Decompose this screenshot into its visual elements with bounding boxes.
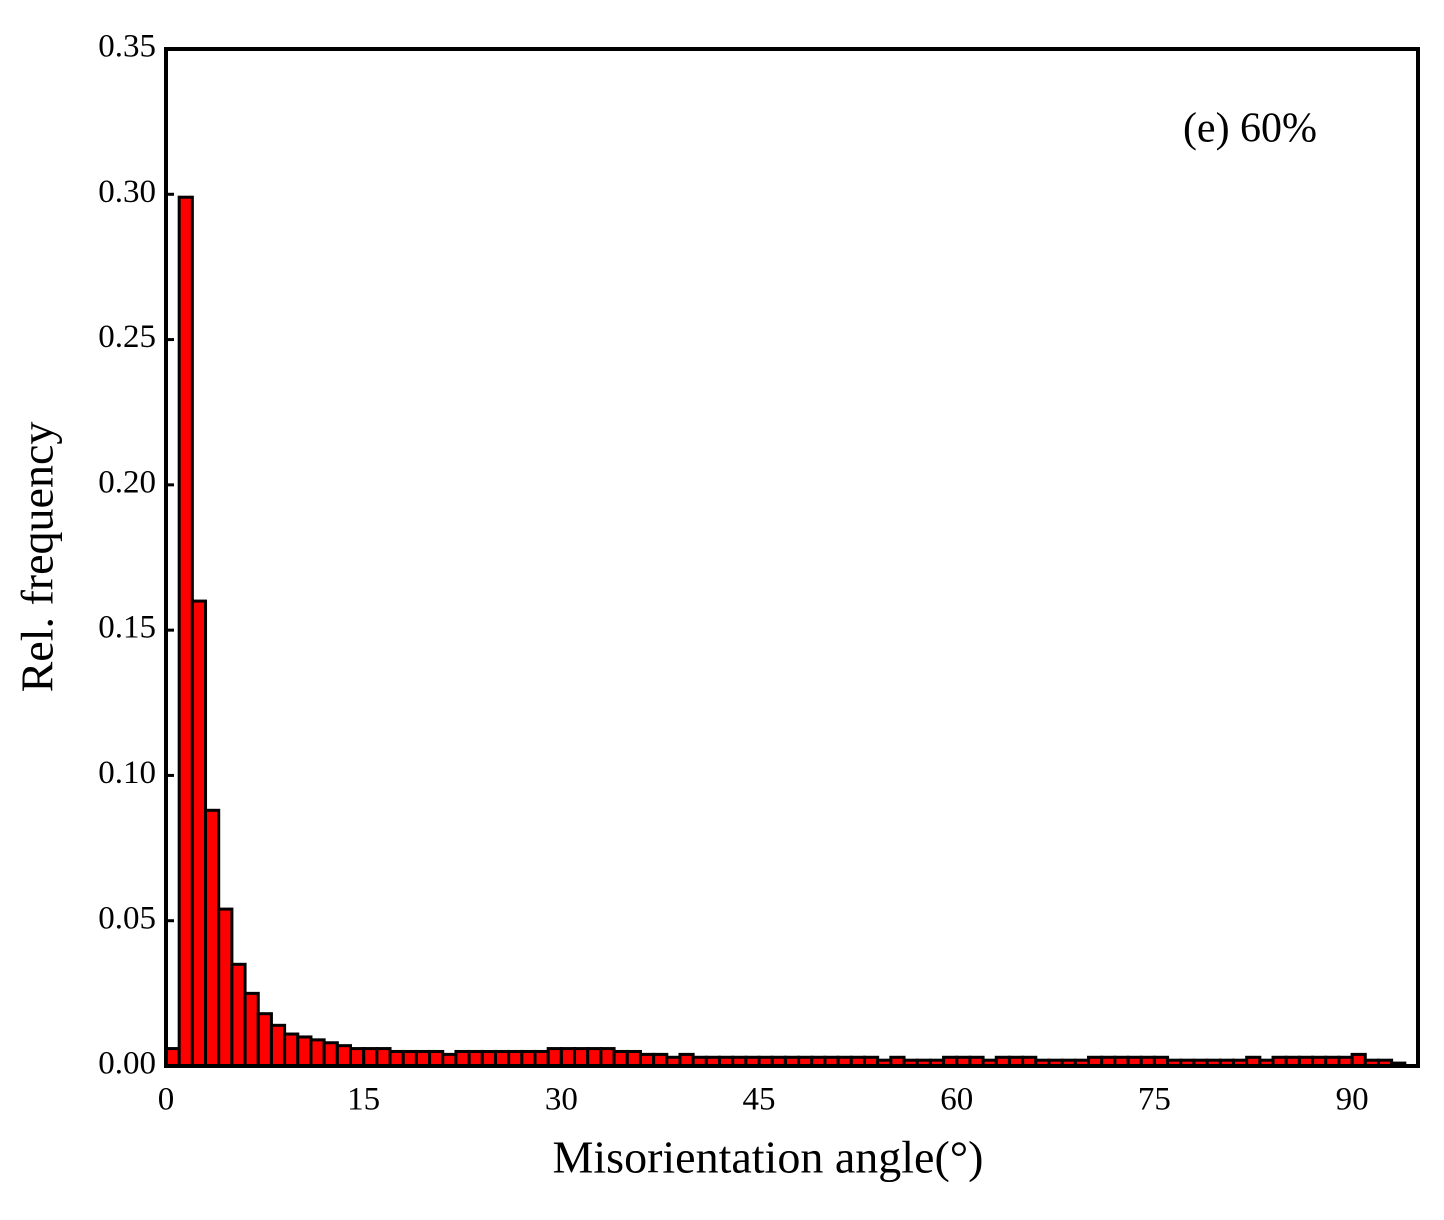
bar [362,1047,379,1068]
x-tick-label: 0 [158,1082,175,1118]
bar [401,1049,418,1068]
x-tick-label: 30 [545,1082,578,1118]
y-tick-label: 0.00 [98,1046,156,1082]
bar [256,1012,273,1068]
x-tick-label: 90 [1336,1082,1369,1118]
y-tick-label: 0.10 [98,755,156,791]
y-tick-label: 0.25 [98,319,156,355]
bar [322,1041,339,1068]
bar [559,1047,577,1068]
bar [269,1023,287,1068]
bar [388,1049,405,1068]
bar [573,1047,590,1068]
bar [493,1049,511,1068]
y-tick-label: 0.15 [98,610,156,646]
y-tick-label: 0.05 [98,900,156,936]
bar [428,1049,445,1068]
bar [599,1047,616,1068]
y-tick-label: 0.30 [98,174,156,210]
bar [625,1049,642,1068]
bar [335,1044,353,1068]
bar [204,808,221,1068]
bar [454,1049,471,1068]
bar [190,599,208,1068]
bar [283,1032,300,1068]
bar [586,1047,603,1068]
bar [230,962,247,1068]
bar [533,1049,550,1068]
x-axis-label: Misorientation angle(°) [552,1132,983,1183]
bar [612,1049,629,1068]
bar [414,1049,432,1068]
x-tick-label: 15 [347,1082,380,1118]
plot-frame [164,47,1420,1068]
bar [546,1047,563,1068]
bar [177,195,194,1068]
bar [296,1035,313,1068]
annotation: (e) 60% [1183,106,1317,152]
x-tick-label: 75 [1138,1082,1171,1118]
y-axis-label: Rel. frequency [12,422,63,693]
bar [467,1049,484,1068]
bar [480,1049,497,1068]
bar [243,991,260,1068]
bar [309,1038,326,1068]
bar [217,907,234,1068]
y-tick-label: 0.20 [98,464,156,500]
x-tick-label: 45 [743,1082,776,1118]
bar [507,1049,524,1068]
bar [520,1049,537,1068]
bar [349,1047,366,1068]
x-tick-label: 60 [940,1082,973,1118]
y-tick-label: 0.35 [98,29,156,65]
bar [375,1047,392,1068]
